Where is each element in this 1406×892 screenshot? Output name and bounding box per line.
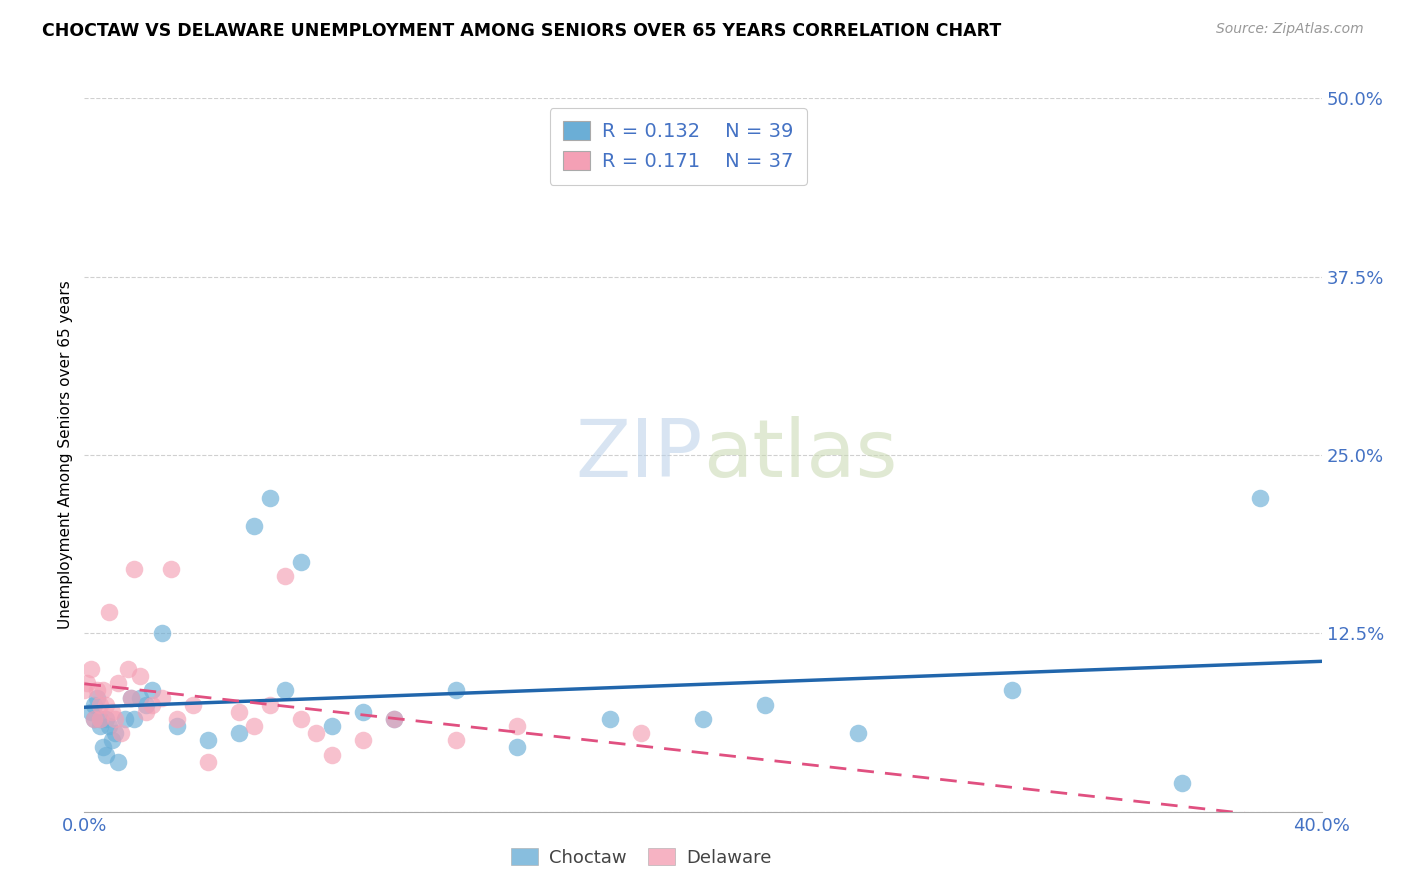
Text: atlas: atlas: [703, 416, 897, 494]
Point: [104, 712, 127, 726]
Text: ZIP: ZIP: [575, 416, 703, 494]
Point: [89, 698, 111, 712]
Point: [274, 569, 297, 583]
Point: [122, 562, 145, 576]
Point: [382, 712, 405, 726]
Point: [91, 740, 114, 755]
Point: [83, 712, 105, 726]
Point: [197, 733, 219, 747]
Point: [117, 662, 139, 676]
Point: [599, 712, 621, 726]
Point: [166, 712, 188, 726]
Point: [98, 605, 121, 619]
Point: [120, 690, 142, 705]
Point: [101, 733, 124, 747]
Point: [89, 719, 111, 733]
Point: [89, 712, 111, 726]
Point: [321, 747, 343, 762]
Point: [150, 690, 173, 705]
Point: [259, 491, 281, 505]
Point: [444, 733, 467, 747]
Point: [135, 705, 157, 719]
Text: CHOCTAW VS DELAWARE UNEMPLOYMENT AMONG SENIORS OVER 65 YEARS CORRELATION CHART: CHOCTAW VS DELAWARE UNEMPLOYMENT AMONG S…: [42, 22, 1001, 40]
Point: [94, 698, 117, 712]
Point: [290, 555, 312, 569]
Y-axis label: Unemployment Among Seniors over 65 years: Unemployment Among Seniors over 65 years: [58, 281, 73, 629]
Point: [94, 712, 117, 726]
Point: [141, 683, 163, 698]
Point: [1249, 491, 1271, 505]
Point: [122, 712, 145, 726]
Point: [259, 698, 281, 712]
Point: [321, 719, 343, 733]
Point: [166, 719, 188, 733]
Point: [110, 726, 132, 740]
Point: [181, 698, 204, 712]
Point: [141, 698, 163, 712]
Point: [73, 683, 96, 698]
Point: [83, 712, 105, 726]
Point: [129, 669, 152, 683]
Point: [274, 683, 297, 698]
Point: [98, 719, 121, 733]
Point: [91, 683, 114, 698]
Point: [114, 712, 136, 726]
Point: [79, 662, 101, 676]
Point: [120, 690, 142, 705]
Point: [1171, 776, 1194, 790]
Point: [382, 712, 405, 726]
Point: [107, 676, 129, 690]
Point: [83, 698, 105, 712]
Point: [692, 712, 714, 726]
Point: [160, 562, 183, 576]
Point: [243, 519, 266, 533]
Point: [86, 683, 108, 698]
Point: [107, 755, 129, 769]
Point: [290, 712, 312, 726]
Legend: Choctaw, Delaware: Choctaw, Delaware: [503, 841, 779, 874]
Point: [197, 755, 219, 769]
Point: [243, 719, 266, 733]
Point: [228, 726, 250, 740]
Point: [76, 676, 98, 690]
Point: [352, 733, 374, 747]
Point: [305, 726, 328, 740]
Point: [104, 726, 127, 740]
Point: [1001, 683, 1024, 698]
Point: [506, 719, 529, 733]
Point: [135, 698, 157, 712]
Point: [846, 726, 869, 740]
Point: [89, 712, 111, 726]
Point: [150, 626, 173, 640]
Point: [79, 705, 101, 719]
Point: [506, 740, 529, 755]
Point: [754, 698, 776, 712]
Point: [101, 705, 124, 719]
Text: Source: ZipAtlas.com: Source: ZipAtlas.com: [1216, 22, 1364, 37]
Point: [352, 705, 374, 719]
Point: [94, 747, 117, 762]
Point: [86, 690, 108, 705]
Point: [228, 705, 250, 719]
Point: [444, 683, 467, 698]
Point: [630, 726, 652, 740]
Point: [129, 690, 152, 705]
